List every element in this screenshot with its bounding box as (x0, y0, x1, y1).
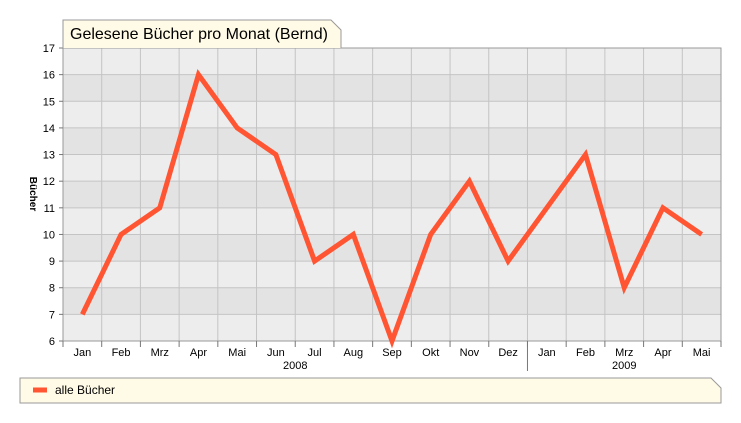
data-point[interactable] (699, 232, 704, 237)
data-point[interactable] (390, 339, 395, 344)
x-tick-label: Jan (538, 347, 556, 359)
data-point[interactable] (428, 232, 433, 237)
y-tick-label: 13 (43, 150, 55, 162)
x-tick-label: Jan (73, 347, 91, 359)
y-tick-label: 14 (43, 123, 55, 135)
plot-band (63, 48, 721, 75)
data-point[interactable] (235, 125, 240, 130)
y-tick-label: 15 (43, 96, 55, 108)
y-tick-label: 9 (49, 256, 55, 268)
y-axis-label: Bücher (27, 177, 38, 212)
x-tick-label: Okt (422, 347, 439, 359)
plot-band (63, 127, 721, 155)
data-point[interactable] (312, 259, 317, 264)
data-point[interactable] (506, 259, 511, 264)
data-point[interactable] (273, 152, 278, 157)
legend[interactable]: alle Bücher (19, 377, 722, 404)
series-line (80, 69, 704, 349)
x-tick-label: Nov (460, 347, 480, 359)
y-tick-label: 7 (49, 309, 55, 321)
plot-band (63, 74, 721, 102)
data-point[interactable] (80, 312, 85, 317)
legend-label: alle Bücher (55, 383, 115, 397)
y-tick-label: 6 (49, 336, 55, 348)
y-tick-label: 8 (49, 283, 55, 295)
x-tick-label: Feb (112, 347, 131, 359)
data-point[interactable] (544, 205, 549, 210)
x-tick-label: Mrz (151, 347, 169, 359)
chart-title-tab: Gelesene Bücher pro Monat (Bernd) (62, 19, 342, 48)
plot-band (63, 181, 721, 208)
x-tick-label: Sep (382, 347, 402, 359)
y-tick-label: 10 (43, 229, 55, 241)
data-point[interactable] (351, 232, 356, 237)
chart-title: Gelesene Bücher pro Monat (Bernd) (70, 26, 328, 43)
x-tick-label: Feb (576, 347, 595, 359)
x-tick-label: Mai (693, 347, 711, 359)
year-label: 2009 (612, 360, 636, 372)
year-label: 2008 (283, 360, 307, 372)
plot-band (63, 261, 721, 288)
x-tick-label: Mai (228, 347, 246, 359)
x-tick-label: Apr (190, 347, 207, 359)
series-layer (80, 69, 704, 349)
x-tick-label: Aug (344, 347, 364, 359)
plot-band (63, 234, 721, 262)
y-tick-label: 16 (43, 70, 55, 82)
x-axis: Jan Feb Mrz Apr Mai Jun Jul Aug Sep Okt Nov Dez Jan F… (62, 341, 722, 372)
x-tick-label: Apr (654, 347, 671, 359)
x-tick-label: Mrz (615, 347, 633, 359)
x-tick-label: Dez (498, 347, 518, 359)
plot-band (63, 287, 721, 315)
data-point[interactable] (467, 179, 472, 184)
legend-box (19, 377, 722, 404)
data-point[interactable] (196, 72, 201, 77)
y-tick-label: 17 (43, 43, 55, 55)
data-point[interactable] (119, 232, 124, 237)
x-tick-label: Jun (267, 347, 285, 359)
plot-band (63, 207, 721, 235)
data-point[interactable] (622, 285, 627, 290)
x-tick-label: Jul (308, 347, 322, 359)
grid-lines (63, 48, 721, 341)
data-point[interactable] (157, 205, 162, 210)
data-point[interactable] (660, 205, 665, 210)
plot-band (63, 101, 721, 128)
y-tick-label: 11 (44, 203, 55, 215)
data-point[interactable] (583, 152, 588, 157)
plot-band (63, 154, 721, 182)
y-axis: 6 7 8 9 10 11 12 13 14 15 16 17 (43, 43, 63, 348)
title-tab-shape (62, 19, 342, 48)
y-tick-label: 12 (43, 176, 55, 188)
